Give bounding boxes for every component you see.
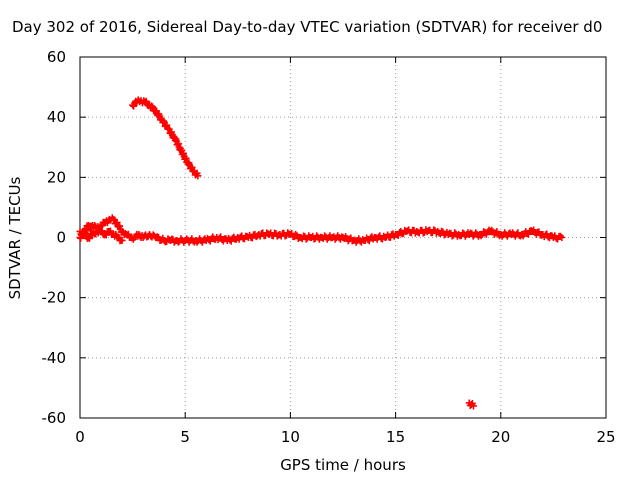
series-high-arc <box>129 96 202 180</box>
data-point <box>148 102 156 110</box>
data-point <box>85 234 93 242</box>
data-point <box>194 172 202 180</box>
y-axis-label: SDTVAR / TECUs <box>6 176 24 299</box>
x-tick-label: 15 <box>386 428 405 446</box>
x-axis-label: GPS time / hours <box>280 456 406 474</box>
data-point <box>149 103 157 111</box>
data-point <box>451 229 459 237</box>
data-point <box>118 237 126 245</box>
data-point <box>142 97 150 105</box>
x-tick-label: 0 <box>75 428 85 446</box>
data-point <box>313 232 321 240</box>
y-tick-label: 0 <box>56 229 66 247</box>
data-point <box>477 232 485 240</box>
data-point <box>438 227 446 235</box>
chart-title: Day 302 of 2016, Sidereal Day-to-day VTE… <box>12 18 602 36</box>
x-tick-label: 10 <box>281 428 300 446</box>
series-lower-branch <box>76 226 126 245</box>
y-tick-label: -60 <box>42 409 67 427</box>
x-tick-label: 25 <box>596 428 615 446</box>
x-tick-label: 5 <box>180 428 190 446</box>
ticks: 0 5 10 15 20 25 -60 -40 -20 0 20 40 60 <box>42 48 616 446</box>
x-tick-label: 20 <box>491 428 510 446</box>
series-main-trace <box>76 214 566 246</box>
y-tick-label: 60 <box>47 48 66 66</box>
data-marks <box>76 96 566 410</box>
y-tick-label: -40 <box>42 349 67 367</box>
y-tick-label: -20 <box>42 289 67 307</box>
series-outlier <box>465 399 477 410</box>
data-point <box>292 230 300 238</box>
y-tick-label: 20 <box>47 168 66 186</box>
data-point <box>469 402 477 410</box>
y-tick-label: 40 <box>47 108 66 126</box>
data-point <box>558 234 566 241</box>
data-point <box>556 232 564 240</box>
data-point <box>116 222 124 230</box>
data-point <box>81 229 89 237</box>
